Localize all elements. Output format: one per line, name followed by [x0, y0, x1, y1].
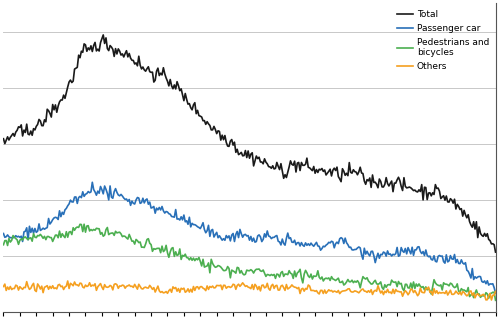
Passenger car	[282, 243, 288, 247]
Pedestrians and
bicycles	[493, 299, 499, 302]
Passenger car	[93, 193, 99, 197]
Passenger car	[434, 260, 440, 264]
Passenger car	[14, 235, 20, 239]
Total	[100, 33, 106, 37]
Total	[14, 128, 20, 132]
Others	[0, 284, 6, 288]
Passenger car	[493, 291, 499, 295]
Line: Passenger car: Passenger car	[3, 182, 496, 293]
Total	[282, 173, 288, 177]
Pedestrians and
bicycles	[93, 226, 99, 230]
Pedestrians and
bicycles	[14, 238, 20, 242]
Total	[493, 250, 499, 254]
Others	[14, 284, 20, 288]
Others	[298, 287, 304, 291]
Passenger car	[309, 243, 315, 247]
Pedestrians and
bicycles	[309, 277, 315, 281]
Others	[282, 288, 288, 292]
Others	[489, 298, 495, 302]
Passenger car	[298, 241, 304, 244]
Others	[309, 289, 315, 292]
Total	[0, 137, 6, 140]
Others	[93, 288, 99, 292]
Line: Others: Others	[3, 281, 496, 300]
Passenger car	[89, 180, 95, 184]
Pedestrians and
bicycles	[298, 276, 304, 280]
Line: Total: Total	[3, 35, 496, 252]
Others	[493, 290, 499, 293]
Line: Pedestrians and
bicycles: Pedestrians and bicycles	[3, 224, 496, 300]
Pedestrians and
bicycles	[81, 222, 87, 226]
Others	[434, 289, 440, 293]
Total	[309, 169, 315, 172]
Pedestrians and
bicycles	[0, 243, 6, 247]
Total	[298, 161, 304, 164]
Total	[92, 41, 98, 44]
Others	[65, 279, 71, 283]
Pedestrians and
bicycles	[282, 272, 288, 276]
Legend: Total, Passenger car, Pedestrians and
bicycles, Others: Total, Passenger car, Pedestrians and bi…	[395, 8, 491, 73]
Passenger car	[0, 232, 6, 236]
Total	[434, 187, 440, 190]
Pedestrians and
bicycles	[434, 283, 440, 286]
